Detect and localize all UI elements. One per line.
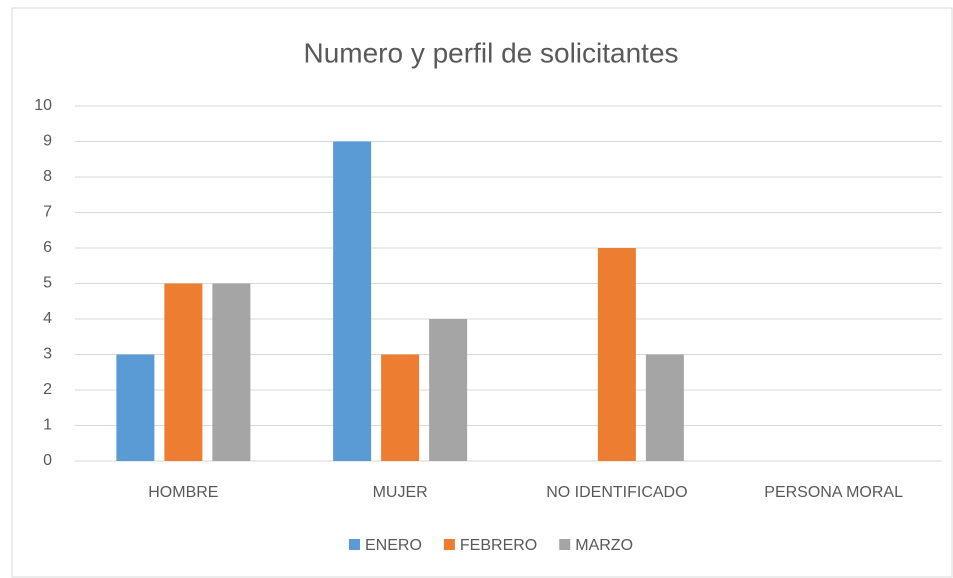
x-tick-label: NO IDENTIFICADO (546, 484, 687, 501)
bar (116, 355, 154, 462)
bar (212, 284, 250, 462)
bar (164, 284, 202, 462)
y-tick-label: 6 (43, 239, 52, 256)
bar (429, 319, 467, 461)
y-tick-label: 1 (43, 417, 52, 434)
x-tick-label: PERSONA MORAL (764, 484, 903, 501)
x-tick-label: HOMBRE (148, 484, 218, 501)
y-tick-label: 8 (43, 168, 52, 185)
chart-title: Numero y perfil de solicitantes (303, 37, 678, 68)
chart: Numero y perfil de solicitantes 0 1 2 3 4 5 6 7… (0, 0, 953, 578)
y-tick-label: 10 (34, 97, 52, 114)
legend-label: MARZO (575, 537, 633, 554)
legend-label: ENERO (365, 537, 422, 554)
y-tick-label: 4 (43, 310, 52, 327)
bar (333, 142, 371, 462)
y-tick-label: 0 (43, 452, 52, 469)
x-tick-label: MUJER (373, 484, 428, 501)
legend-swatch (444, 539, 455, 550)
legend-swatch (559, 539, 570, 550)
y-tick-label: 7 (43, 204, 52, 221)
y-tick-label: 2 (43, 381, 52, 398)
bar (598, 248, 636, 461)
y-tick-label: 9 (43, 133, 52, 150)
bar (381, 355, 419, 462)
y-tick-label: 3 (43, 346, 52, 363)
legend-swatch (349, 539, 360, 550)
y-tick-label: 5 (43, 275, 52, 292)
bar (646, 355, 684, 462)
legend-label: FEBRERO (460, 537, 537, 554)
